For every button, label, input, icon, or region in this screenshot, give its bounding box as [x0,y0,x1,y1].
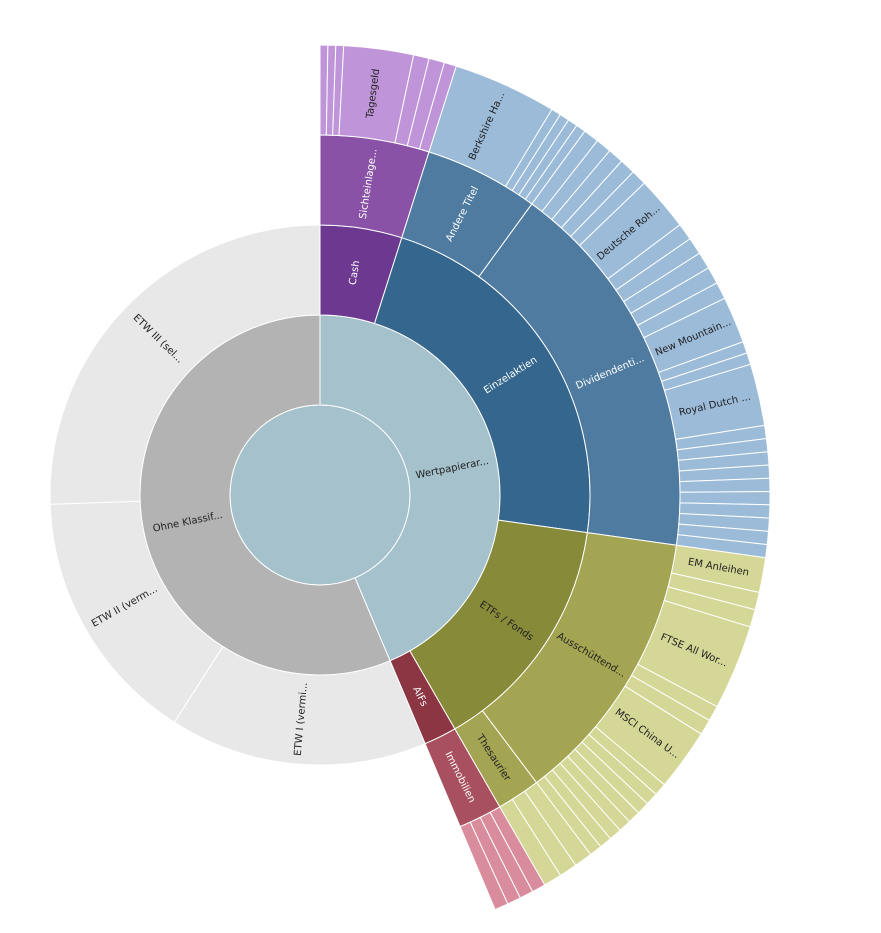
sunburst-center [229,404,411,586]
segment-label: Cash [348,260,363,286]
sunburst-segment [49,224,321,505]
sunburst-segment [459,821,509,911]
